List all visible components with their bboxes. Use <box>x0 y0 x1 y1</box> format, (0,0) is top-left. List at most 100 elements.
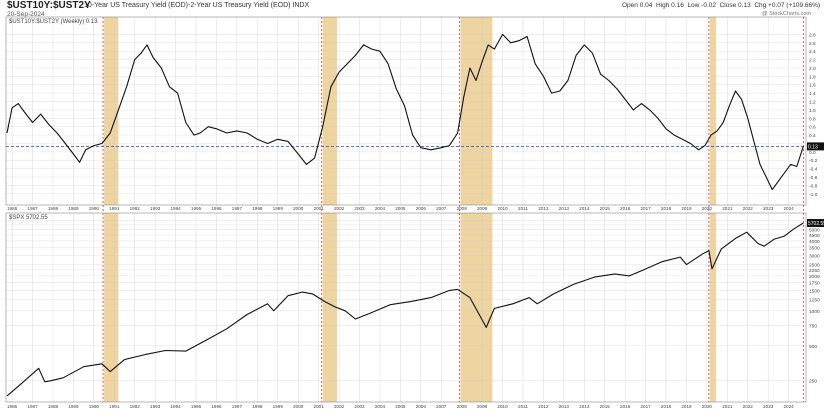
chart-symbol: $UST10Y:$UST2Y <box>7 0 91 11</box>
x-tick-label: 2002 <box>334 206 345 211</box>
grid-bottom <box>6 213 806 402</box>
y-tick-label: -0.4 <box>809 167 818 173</box>
y-tick-label: 1.2 <box>809 100 816 106</box>
x-tick-label: 2019 <box>681 404 692 409</box>
x-tick-label: 2011 <box>518 206 528 211</box>
panel-bottom-frame <box>5 212 807 403</box>
x-tick-label: 2022 <box>743 404 754 409</box>
x-tick-label: 2010 <box>497 404 508 409</box>
panel-top-frame <box>5 16 807 206</box>
x-tick-label: 2007 <box>436 404 447 409</box>
y-tick-label: 2250 <box>809 268 820 274</box>
x-tick-label: 1997 <box>232 404 243 409</box>
x-tick-label: 1990 <box>89 206 100 211</box>
x-tick-label: 1990 <box>89 404 100 409</box>
x-tick-label: 1989 <box>68 206 79 211</box>
x-tick-label: 2007 <box>436 206 447 211</box>
chart-description: 10-Year US Treasury Yield (EOD)-2-Year U… <box>84 2 310 9</box>
x-tick-label: 1988 <box>48 206 59 211</box>
x-tick-label: 2012 <box>538 206 549 211</box>
x-tick-label: 2015 <box>600 404 611 409</box>
series-bottom <box>6 222 804 397</box>
x-tick-label: 2019 <box>681 206 692 211</box>
y-tick-label: 2.4 <box>809 49 816 55</box>
x-tick-label: 2003 <box>354 404 365 409</box>
legend-top: $UST10Y:$UST2Y (Weekly) 0.13 <box>9 19 98 25</box>
grid-top <box>6 17 806 205</box>
x-tick-label: 1988 <box>48 404 59 409</box>
x-tick-label: 2006 <box>416 206 427 211</box>
y-tick-label: 750 <box>809 323 817 329</box>
x-tick-label: 2002 <box>334 404 345 409</box>
x-tick-label: 1986 <box>7 404 18 409</box>
yield-spread-line <box>6 33 804 191</box>
x-tick-label: 2023 <box>763 206 774 211</box>
ohlc-low: Low -0.02 <box>687 2 716 9</box>
x-tick-label: 2009 <box>477 404 488 409</box>
x-tick-label: 1995 <box>191 404 202 409</box>
x-tick-label: 2013 <box>559 404 570 409</box>
recession-band <box>322 213 338 402</box>
x-tick-label: 1996 <box>211 206 222 211</box>
x-tick-label: 1993 <box>150 404 161 409</box>
axis-bottom: 6000550050004500400035003000250022502000… <box>7 218 824 409</box>
x-tick-label: 2020 <box>702 206 713 211</box>
x-tick-label: 2008 <box>457 404 468 409</box>
chart-credit: @ StockCharts.com <box>762 11 811 17</box>
x-tick-label: 2010 <box>497 206 508 211</box>
y-tick-label: 500 <box>809 344 817 350</box>
x-tick-label: 2009 <box>477 206 488 211</box>
recession-bands-bottom <box>104 213 717 402</box>
x-tick-label: 2022 <box>743 206 754 211</box>
recession-markers <box>102 17 804 402</box>
y-tick-label: -0.6 <box>809 175 818 181</box>
y-tick-label: 3000 <box>809 253 820 259</box>
ohlc-high: High 0.16 <box>655 2 684 9</box>
x-tick-label: 2014 <box>579 206 590 211</box>
x-tick-label: 1998 <box>252 206 263 211</box>
y-tick-label: -0.8 <box>809 183 818 189</box>
x-tick-label: 1986 <box>7 206 18 211</box>
x-tick-label: 2014 <box>579 404 590 409</box>
x-tick-label: 1996 <box>211 404 222 409</box>
y-tick-label: 2.8 <box>809 32 816 38</box>
x-tick-label: 2004 <box>375 404 386 409</box>
y-tick-label: 2500 <box>809 263 820 269</box>
x-tick-label: 1991 <box>109 404 120 409</box>
x-tick-label: 1989 <box>68 404 79 409</box>
y-tick-label: 4000 <box>809 239 820 245</box>
y-tick-label: 0.6 <box>809 125 816 131</box>
x-tick-label: 2001 <box>314 206 325 211</box>
x-tick-label: 2000 <box>293 404 304 409</box>
recession-band <box>709 213 717 402</box>
x-tick-label: 1999 <box>273 404 284 409</box>
x-tick-label: 2012 <box>538 404 549 409</box>
x-tick-label: 2001 <box>314 404 325 409</box>
last-value-badge-top: 0.13 <box>808 145 818 151</box>
y-tick-label: 5000 <box>809 228 820 234</box>
spx-line <box>6 222 804 397</box>
y-tick-label: 1.4 <box>809 91 816 97</box>
x-tick-label: 1999 <box>273 206 284 211</box>
x-tick-label: 2024 <box>784 206 795 211</box>
x-tick-label: 2023 <box>763 404 774 409</box>
last-value-badge-bottom: 5702.55 <box>808 221 824 227</box>
y-tick-label: 1500 <box>809 288 820 294</box>
recession-band <box>104 213 119 402</box>
x-tick-label: 2005 <box>395 206 406 211</box>
recession-band <box>322 17 338 205</box>
x-tick-label: 1987 <box>27 206 38 211</box>
x-tick-label: 2024 <box>784 404 795 409</box>
ohlc-close: Close 0.13 <box>719 2 751 9</box>
x-tick-label: 2021 <box>722 206 733 211</box>
y-tick-label: 2.2 <box>809 58 816 64</box>
x-tick-label: 2015 <box>600 206 611 211</box>
x-tick-label: 2020 <box>702 404 713 409</box>
y-tick-label: 2.6 <box>809 41 816 47</box>
x-tick-label: 2017 <box>640 404 651 409</box>
x-tick-label: 1992 <box>130 404 141 409</box>
y-tick-label: 1000 <box>809 309 820 315</box>
x-tick-label: 2016 <box>620 206 631 211</box>
x-tick-label: 1987 <box>27 404 38 409</box>
